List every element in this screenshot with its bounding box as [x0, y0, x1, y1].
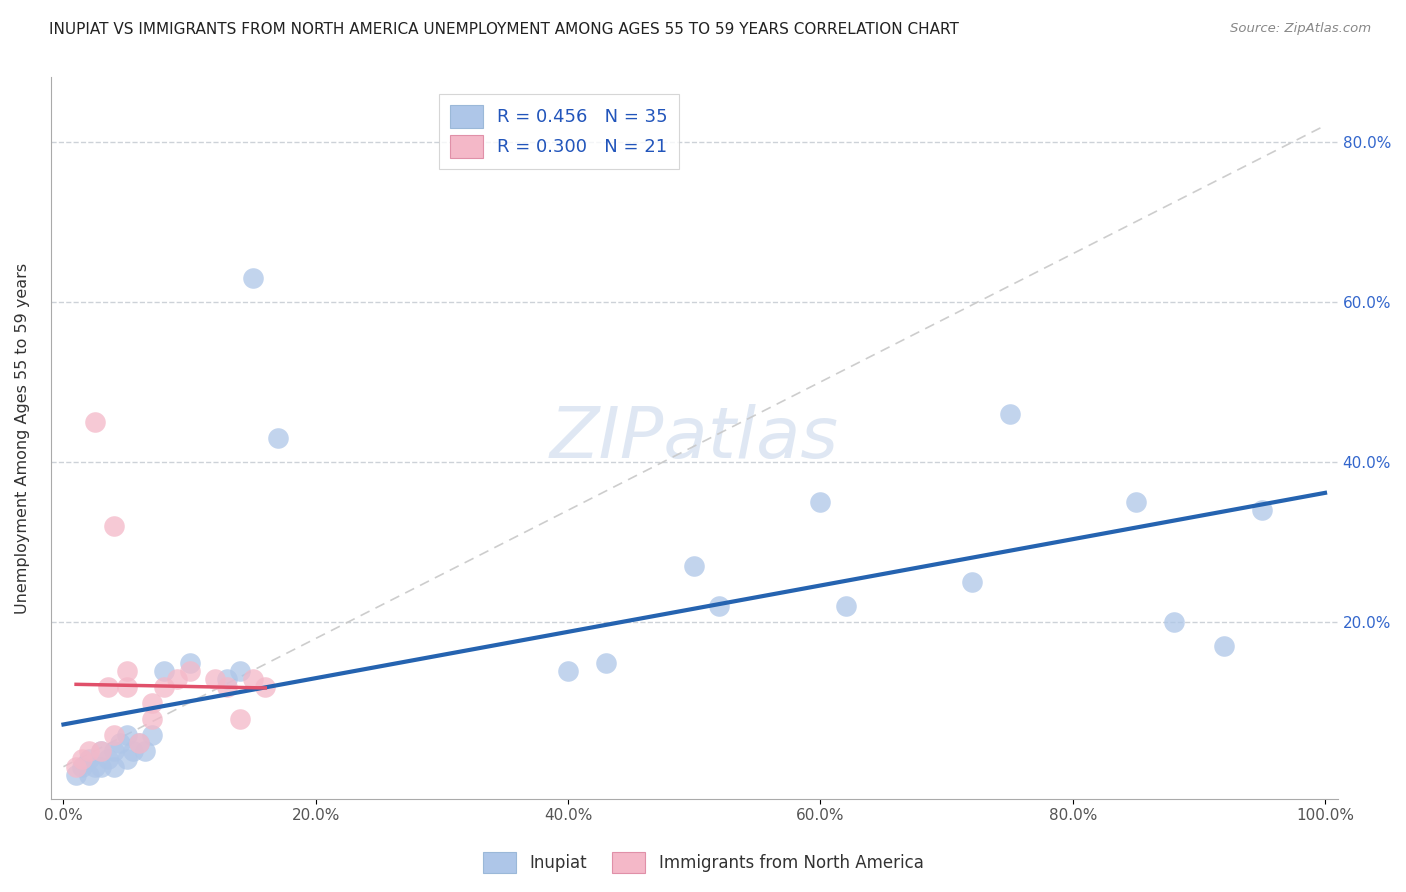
- Point: [97, 680, 120, 694]
- Point: [103, 744, 125, 758]
- Point: [179, 664, 201, 678]
- Point: [128, 736, 150, 750]
- Point: [229, 712, 252, 726]
- Legend: R = 0.456   N = 35, R = 0.300   N = 21: R = 0.456 N = 35, R = 0.300 N = 21: [440, 94, 679, 169]
- Text: INUPIAT VS IMMIGRANTS FROM NORTH AMERICA UNEMPLOYMENT AMONG AGES 55 TO 59 YEARS : INUPIAT VS IMMIGRANTS FROM NORTH AMERICA…: [49, 22, 959, 37]
- Point: [90, 744, 112, 758]
- Point: [115, 680, 138, 694]
- Point: [217, 680, 239, 694]
- Point: [103, 728, 125, 742]
- Point: [229, 664, 252, 678]
- Point: [141, 696, 163, 710]
- Point: [153, 680, 176, 694]
- Point: [77, 752, 100, 766]
- Point: [166, 672, 188, 686]
- Point: [134, 744, 156, 758]
- Point: [709, 599, 731, 614]
- Point: [834, 599, 856, 614]
- Point: [998, 407, 1021, 421]
- Point: [84, 760, 107, 774]
- Text: ZIPatlas: ZIPatlas: [550, 403, 839, 473]
- Point: [84, 415, 107, 429]
- Point: [204, 672, 226, 686]
- Point: [179, 656, 201, 670]
- Point: [90, 744, 112, 758]
- Point: [65, 768, 87, 782]
- Point: [1163, 615, 1185, 630]
- Point: [77, 744, 100, 758]
- Point: [72, 760, 94, 774]
- Point: [960, 575, 983, 590]
- Point: [103, 519, 125, 533]
- Point: [595, 656, 617, 670]
- Text: Source: ZipAtlas.com: Source: ZipAtlas.com: [1230, 22, 1371, 36]
- Point: [115, 664, 138, 678]
- Point: [808, 495, 831, 509]
- Point: [115, 728, 138, 742]
- Point: [242, 672, 264, 686]
- Point: [128, 736, 150, 750]
- Point: [141, 728, 163, 742]
- Point: [65, 760, 87, 774]
- Point: [141, 712, 163, 726]
- Point: [683, 559, 706, 574]
- Point: [1213, 640, 1236, 654]
- Point: [115, 752, 138, 766]
- Y-axis label: Unemployment Among Ages 55 to 59 years: Unemployment Among Ages 55 to 59 years: [15, 262, 30, 614]
- Point: [267, 431, 290, 445]
- Point: [90, 760, 112, 774]
- Point: [217, 672, 239, 686]
- Point: [72, 752, 94, 766]
- Point: [557, 664, 579, 678]
- Point: [1125, 495, 1147, 509]
- Point: [110, 736, 132, 750]
- Point: [103, 760, 125, 774]
- Point: [242, 270, 264, 285]
- Point: [97, 752, 120, 766]
- Point: [77, 768, 100, 782]
- Point: [153, 664, 176, 678]
- Legend: Inupiat, Immigrants from North America: Inupiat, Immigrants from North America: [475, 846, 931, 880]
- Point: [121, 744, 143, 758]
- Point: [1251, 503, 1274, 517]
- Point: [254, 680, 277, 694]
